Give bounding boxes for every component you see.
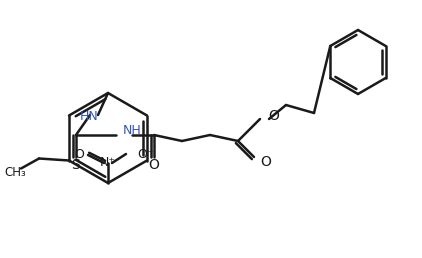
- Text: O: O: [149, 158, 160, 172]
- Text: O⁻: O⁻: [137, 148, 154, 160]
- Text: O: O: [268, 109, 279, 123]
- Text: NH: NH: [123, 125, 142, 138]
- Text: HN: HN: [80, 110, 98, 124]
- Text: O: O: [260, 155, 271, 169]
- Text: O: O: [74, 148, 84, 160]
- Text: CH₃: CH₃: [4, 166, 26, 179]
- Text: S: S: [72, 158, 80, 172]
- Text: N⁺: N⁺: [100, 157, 116, 170]
